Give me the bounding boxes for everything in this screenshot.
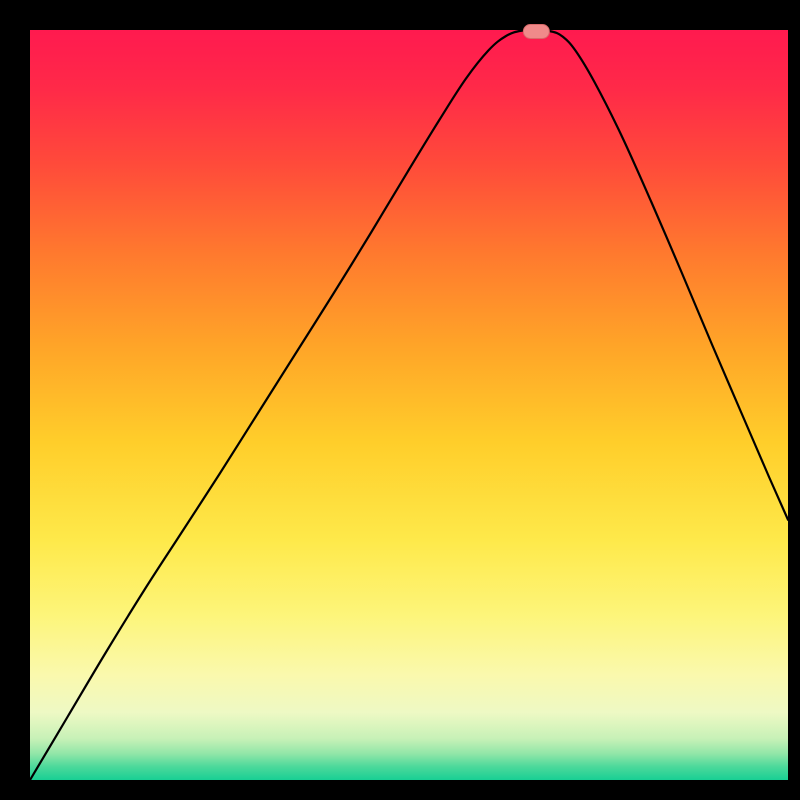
gradient-background — [30, 30, 788, 780]
optimal-point-marker — [523, 25, 549, 39]
bottleneck-curve-plot — [0, 0, 800, 800]
chart-container: TheBottleneck.com — [0, 0, 800, 800]
